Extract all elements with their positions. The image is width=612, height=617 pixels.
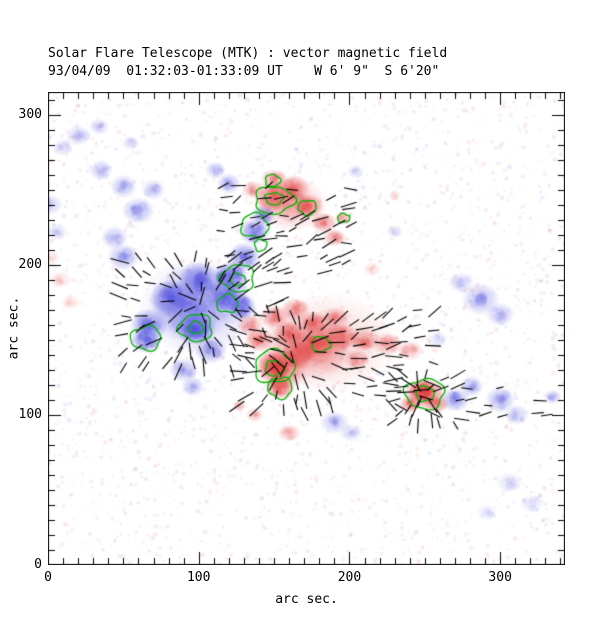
x-axis-label: arc sec. <box>275 592 338 607</box>
chart-title: Solar Flare Telescope (MTK) : vector mag… <box>48 46 448 61</box>
y-tick-label: 300 <box>18 106 42 122</box>
y-axis-label: arc sec. <box>6 296 22 360</box>
chart-subtitle: 93/04/09 01:32:03-01:33:09 UT W 6' 9" S … <box>48 64 440 79</box>
x-tick-label: 0 <box>44 570 52 585</box>
x-tick-label: 100 <box>186 570 211 585</box>
y-tick-label: 200 <box>18 256 42 272</box>
y-tick-label: 100 <box>18 406 42 422</box>
magnetogram-canvas <box>48 92 565 565</box>
y-tick-label: 0 <box>34 557 42 572</box>
x-tick-label: 200 <box>337 570 362 585</box>
x-tick-label: 300 <box>488 570 512 585</box>
